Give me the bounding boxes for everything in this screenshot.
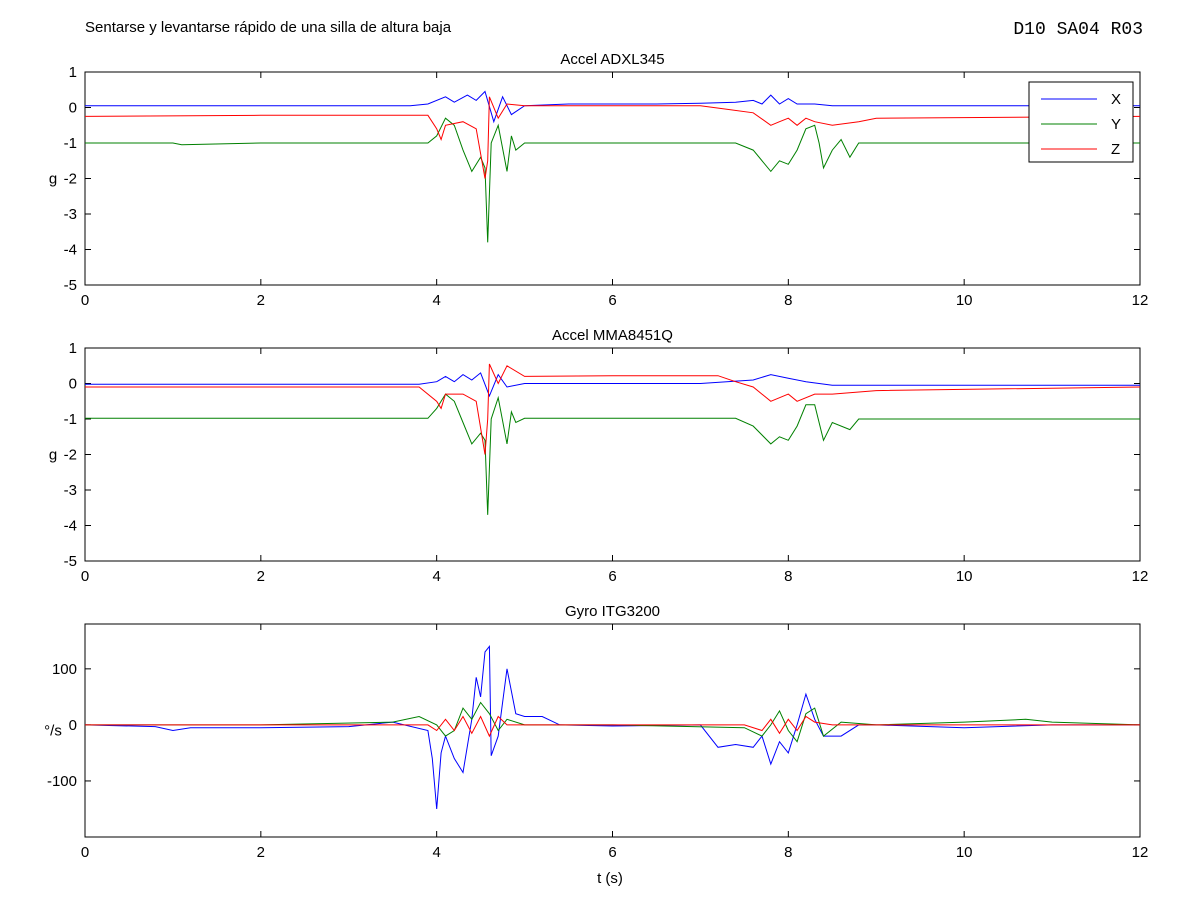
x-tick-label: 2	[257, 292, 265, 309]
y-tick-label: -5	[64, 277, 77, 294]
series-line-x	[85, 372, 1140, 398]
x-tick-label: 4	[432, 844, 440, 861]
y-tick-label: -5	[64, 553, 77, 570]
y-tick-label: -100	[47, 773, 77, 790]
series-line-z	[85, 715, 1140, 738]
x-tick-label: 12	[1132, 292, 1149, 309]
x-tick-label: 8	[784, 844, 792, 861]
x-tick-label: 10	[956, 844, 973, 861]
legend-label: Z	[1111, 141, 1120, 158]
y-axis-label: °/s	[44, 723, 62, 740]
y-axis-label: g	[49, 447, 57, 464]
y-tick-label: -4	[64, 518, 77, 535]
panel-title: Gyro ITG3200	[565, 603, 660, 620]
x-tick-label: 6	[608, 568, 616, 585]
y-tick-label: 100	[52, 661, 77, 678]
x-tick-label: 0	[81, 844, 89, 861]
x-tick-label: 10	[956, 568, 973, 585]
x-tick-label: 8	[784, 292, 792, 309]
y-tick-label: -1	[64, 135, 77, 152]
x-tick-label: 2	[257, 568, 265, 585]
figure-code: D10 SA04 R03	[1013, 20, 1143, 40]
y-tick-label: -1	[64, 411, 77, 428]
axes-box	[84, 623, 1141, 838]
x-tick-label: 4	[432, 568, 440, 585]
y-tick-label: -2	[64, 447, 77, 464]
panel-2: Accel MMA8451Q g 0 2 4 6 8 10 12 -5 -4 -3 -2 -1 0 1	[49, 327, 1149, 585]
panel-title: Accel MMA8451Q	[552, 327, 673, 344]
x-tick-label: 2	[257, 844, 265, 861]
panel-title: Accel ADXL345	[560, 51, 664, 68]
y-tick-label: 0	[69, 376, 77, 393]
x-tick-label: 4	[432, 292, 440, 309]
y-tick-label: -3	[64, 482, 77, 499]
axes-box	[84, 71, 1141, 286]
y-axis-label: g	[49, 171, 57, 188]
y-tick-label: 0	[69, 717, 77, 734]
axes-box	[84, 347, 1141, 562]
legend-label: X	[1111, 91, 1121, 108]
y-tick-label: 0	[69, 100, 77, 117]
panel-1: Accel ADXL345 g 0 2 4 6 8 10 12 -5 -4 -3 -2 -1 0 1 XYZ	[49, 51, 1149, 309]
x-tick-label: 0	[81, 568, 89, 585]
series-line-y	[85, 117, 1140, 243]
legend: XYZ	[1028, 81, 1134, 163]
legend-label: Y	[1111, 116, 1121, 133]
x-tick-label: 12	[1132, 568, 1149, 585]
series-line-x	[85, 90, 1140, 124]
series-line-y	[85, 393, 1140, 515]
series-line-y	[85, 701, 1140, 743]
figure-title: Sentarse y levantarse rápido de una sill…	[85, 19, 452, 36]
x-tick-label: 6	[608, 292, 616, 309]
series-line-x	[85, 644, 1140, 810]
x-tick-label: 10	[956, 292, 973, 309]
y-tick-label: -2	[64, 171, 77, 188]
y-tick-label: -4	[64, 242, 77, 259]
y-tick-label: 1	[69, 340, 77, 357]
x-tick-label: 12	[1132, 844, 1149, 861]
x-tick-label: 8	[784, 568, 792, 585]
series-line-z	[85, 96, 1140, 179]
series-line-z	[85, 363, 1140, 455]
x-tick-label: 0	[81, 292, 89, 309]
y-tick-label: -3	[64, 206, 77, 223]
panel-3: Gyro ITG3200 °/s 0 2 4 6 8 10 12 -100 0 100	[44, 603, 1148, 861]
y-tick-label: 1	[69, 64, 77, 81]
x-axis-label: t (s)	[597, 870, 623, 887]
x-tick-label: 6	[608, 844, 616, 861]
